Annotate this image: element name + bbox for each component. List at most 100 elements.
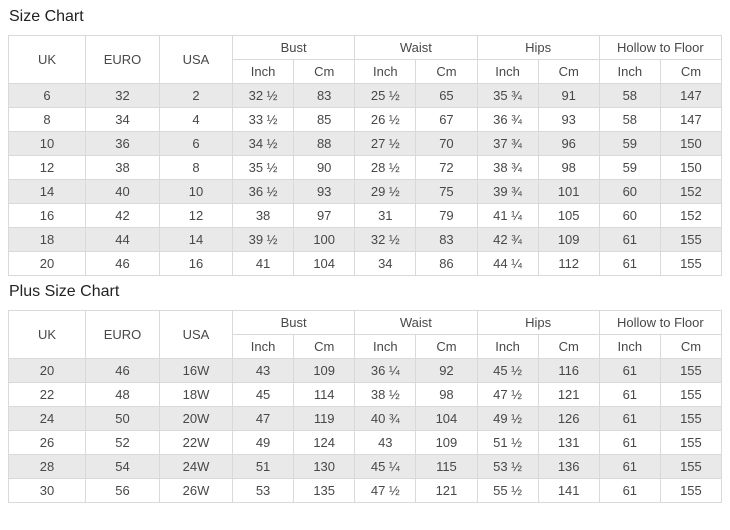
cell: 24 [8,406,86,431]
cell: 29 ½ [354,179,417,204]
cell: 32 ½ [354,227,417,252]
cell: 85 [293,107,356,132]
cell: 72 [415,155,478,180]
column-header: UK [8,310,86,359]
column-header: USA [159,310,233,359]
cell: 45 [231,382,295,407]
cell: 47 ½ [476,382,539,407]
cell: 61 [598,382,661,407]
cell: 41 ¼ [476,203,539,228]
cell: 32 [85,83,160,108]
cell: 51 ½ [476,430,539,455]
cell: 83 [293,83,356,108]
size-chart-section: Size Chart UK EURO USA Bust Waist Hips Hollow … [8,8,723,276]
cell: 150 [659,131,723,156]
header-row-units: Inch Cm Inch Cm Inch Cm Inch Cm [9,59,723,84]
cell: 98 [537,155,600,180]
cell: 124 [293,430,356,455]
size-chart-title: Size Chart [9,8,84,25]
cell: 51 [231,454,295,479]
table-row: 20 46 16 41 104 34 86 44 ¼ 112 61 155 [8,251,723,276]
cell: 33 ½ [231,107,295,132]
measure-group-header: Hips [476,310,600,335]
cell: 10 [159,179,233,204]
cell: 34 [85,107,160,132]
cell: 38 ¾ [476,155,539,180]
cell: 6 [159,131,233,156]
cell: 130 [293,454,356,479]
cell: 42 [85,203,160,228]
cell: 38 ½ [354,382,417,407]
cell: 56 [85,478,160,503]
cell: 83 [415,227,478,252]
column-header: EURO [85,35,160,84]
cell: 61 [598,358,661,383]
column-header: USA [159,35,233,84]
cell: 93 [537,107,600,132]
cell: 43 [354,430,417,455]
cell: 126 [537,406,600,431]
cell: 34 [354,251,417,276]
page: Size Chart UK EURO USA Bust Waist Hips Hollow … [0,8,730,503]
cell: 88 [293,131,356,156]
cell: 70 [415,131,478,156]
unit-header: Inch [231,59,295,84]
cell: 40 [85,179,160,204]
cell: 100 [293,227,356,252]
table-header: UK EURO USA Bust Waist Hips Hollow to Floor Inc… [8,35,723,84]
cell: 61 [598,454,661,479]
cell: 18W [159,382,233,407]
table-row: 18 44 14 39 ½ 100 32 ½ 83 42 ¾ 109 61 155 [8,227,723,252]
cell: 131 [537,430,600,455]
table-row: 12 38 8 35 ½ 90 28 ½ 72 38 ¾ 98 59 150 [8,155,723,180]
cell: 43 [231,358,295,383]
cell: 60 [598,203,661,228]
cell: 65 [415,83,478,108]
unit-header: Inch [476,334,539,359]
cell: 46 [85,358,160,383]
cell: 61 [598,406,661,431]
cell: 32 ½ [231,83,295,108]
cell: 155 [659,430,723,455]
cell: 54 [85,454,160,479]
cell: 28 ½ [354,155,417,180]
cell: 59 [598,131,661,156]
unit-header: Cm [293,334,356,359]
cell: 14 [8,179,86,204]
cell: 147 [659,107,723,132]
cell: 91 [537,83,600,108]
unit-header: Cm [537,59,600,84]
cell: 121 [537,382,600,407]
cell: 101 [537,179,600,204]
cell: 59 [598,155,661,180]
cell: 24W [159,454,233,479]
cell: 93 [293,179,356,204]
cell: 115 [415,454,478,479]
cell: 109 [293,358,356,383]
cell: 12 [159,203,233,228]
cell: 155 [659,382,723,407]
cell: 36 ¼ [354,358,417,383]
cell: 155 [659,251,723,276]
header-row-groups: UK EURO USA Bust Waist Hips Hollow to Floor [8,310,723,359]
cell: 40 ¾ [354,406,417,431]
cell: 30 [8,478,86,503]
cell: 10 [8,131,86,156]
cell: 141 [537,478,600,503]
unit-header: Cm [415,334,478,359]
table-body: 20 46 16W 43 109 36 ¼ 92 45 ½ 116 61 155 22 48 18W 45 1… [8,358,723,503]
cell: 61 [598,227,661,252]
cell: 38 [85,155,160,180]
table-row: 20 46 16W 43 109 36 ¼ 92 45 ½ 116 61 155 [8,358,723,383]
cell: 58 [598,107,661,132]
measure-group-header: Waist [354,35,478,60]
cell: 4 [159,107,233,132]
cell: 2 [159,83,233,108]
cell: 8 [159,155,233,180]
cell: 25 ½ [354,83,417,108]
cell: 98 [415,382,478,407]
cell: 48 [85,382,160,407]
cell: 60 [598,179,661,204]
measure-group-header: Waist [354,310,478,335]
cell: 36 ¾ [476,107,539,132]
